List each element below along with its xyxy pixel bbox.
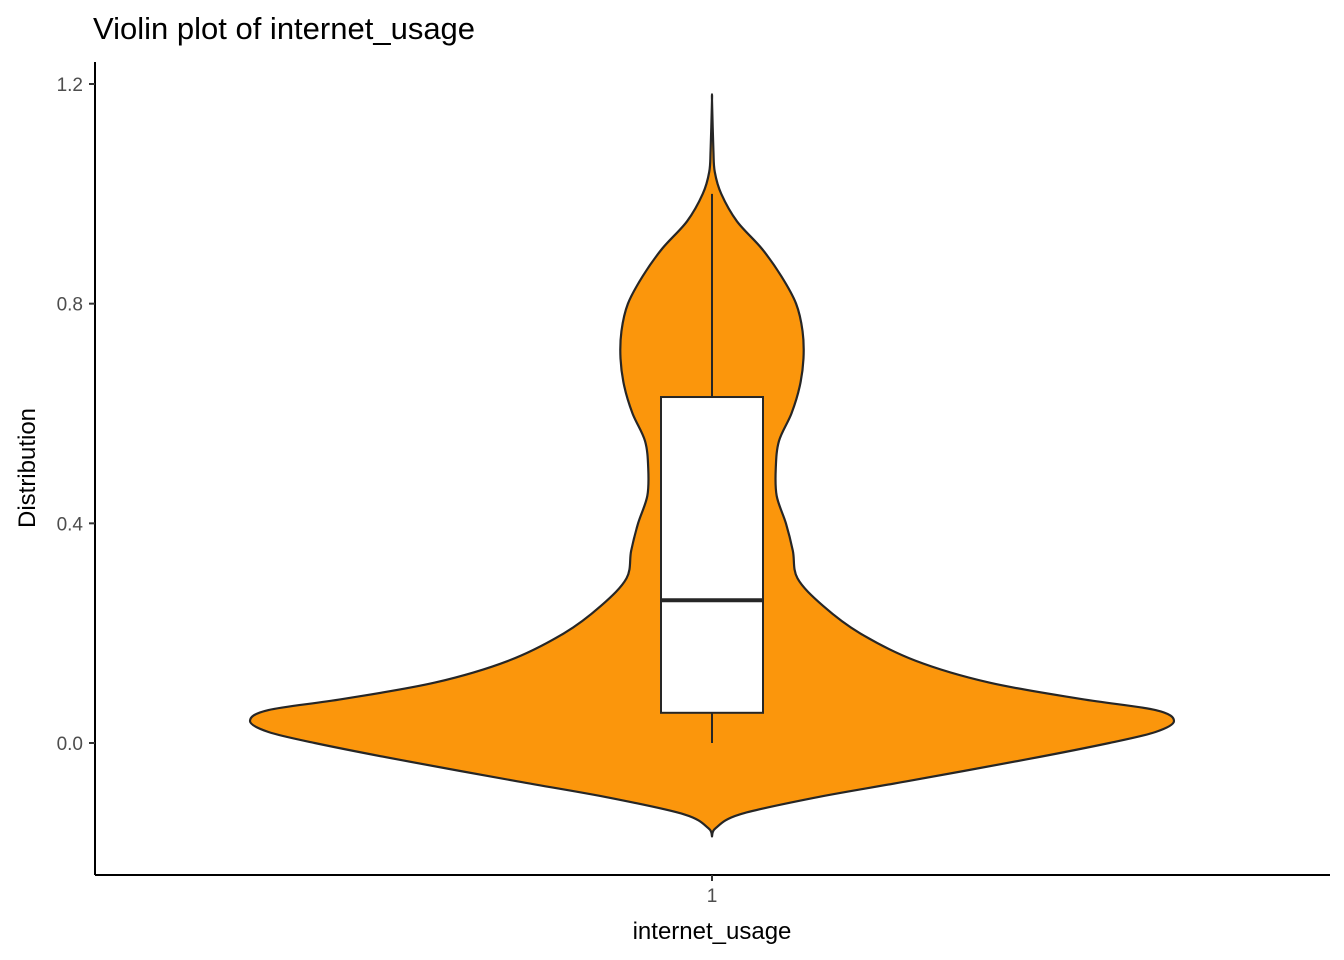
x-tick-label: 1 [707, 886, 718, 907]
y-axis-title: Distribution [14, 408, 41, 528]
x-axis-title: internet_usage [633, 918, 792, 945]
y-axis: 0.0 0.4 0.8 1.2 [57, 62, 95, 875]
chart-title: Violin plot of internet_usage [93, 11, 475, 46]
y-tick-label: 0.0 [57, 734, 83, 755]
y-tick-label: 0.8 [57, 295, 83, 316]
box-iqr [661, 397, 763, 713]
x-axis: 1 [95, 875, 1330, 907]
y-tick-label: 1.2 [57, 75, 83, 96]
y-tick-label: 0.4 [57, 514, 84, 535]
plot-area [250, 94, 1174, 836]
